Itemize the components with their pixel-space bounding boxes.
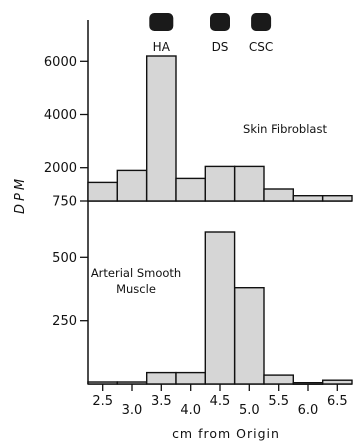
bottom-panel: Arterial Smooth Muscle 500 250 2.5 3.0 3.5 4… bbox=[52, 201, 353, 418]
x-tick-label: 3.5 bbox=[151, 394, 172, 409]
x-axis-label: cm from Origin bbox=[172, 426, 280, 441]
x-tick-label: 6.0 bbox=[298, 403, 319, 418]
top-bar bbox=[204, 165, 236, 202]
top-bar bbox=[116, 169, 148, 202]
top-annotation: Skin Fibroblast bbox=[243, 122, 327, 136]
spot-label-ha: HA bbox=[153, 40, 171, 54]
bottom-bar bbox=[145, 371, 177, 385]
x-tick-label: 4.5 bbox=[210, 394, 231, 409]
top-y-tick-label: 750 bbox=[52, 195, 77, 210]
bottom-bar bbox=[87, 381, 118, 385]
top-bar bbox=[233, 165, 265, 202]
x-tick-label: 5.0 bbox=[239, 403, 260, 418]
spot-ds bbox=[210, 13, 230, 31]
top-panel: Skin Fibroblast 6000 4000 2000 750 HA DS CSC bbox=[44, 13, 353, 210]
x-tick-label: 4.0 bbox=[180, 403, 201, 418]
x-tick-label: 3.0 bbox=[122, 403, 143, 418]
spot-csc bbox=[251, 13, 272, 31]
bottom-bar bbox=[175, 371, 206, 385]
bottom-annotation-line-2: Muscle bbox=[116, 282, 156, 296]
bottom-bar bbox=[204, 231, 236, 385]
bottom-y-tick-label: 500 bbox=[52, 251, 77, 266]
spot-label-ds: DS bbox=[212, 40, 229, 54]
bottom-bar bbox=[233, 287, 265, 385]
top-bar bbox=[175, 177, 206, 202]
spot-ha bbox=[149, 13, 174, 31]
top-bar bbox=[263, 188, 294, 202]
top-y-tick-label: 2000 bbox=[44, 161, 77, 176]
x-tick-label: 6.5 bbox=[327, 394, 348, 409]
top-bar bbox=[322, 194, 353, 202]
y-axis-label: DPM bbox=[13, 176, 28, 214]
top-bar bbox=[292, 194, 324, 202]
bottom-bar bbox=[263, 374, 294, 385]
bottom-annotation-line-1: Arterial Smooth bbox=[91, 266, 181, 280]
bottom-y-tick-label: 250 bbox=[52, 314, 77, 329]
bottom-bar bbox=[292, 382, 324, 385]
bottom-bar bbox=[116, 381, 148, 385]
top-y-tick-label: 6000 bbox=[44, 55, 77, 70]
top-bar bbox=[145, 55, 177, 202]
x-tick-label: 5.5 bbox=[268, 394, 289, 409]
top-y-tick-label: 4000 bbox=[44, 108, 77, 123]
bottom-bar bbox=[322, 379, 353, 385]
top-bar bbox=[87, 181, 118, 202]
x-tick-label: 2.5 bbox=[92, 394, 113, 409]
spot-label-csc: CSC bbox=[249, 40, 273, 54]
